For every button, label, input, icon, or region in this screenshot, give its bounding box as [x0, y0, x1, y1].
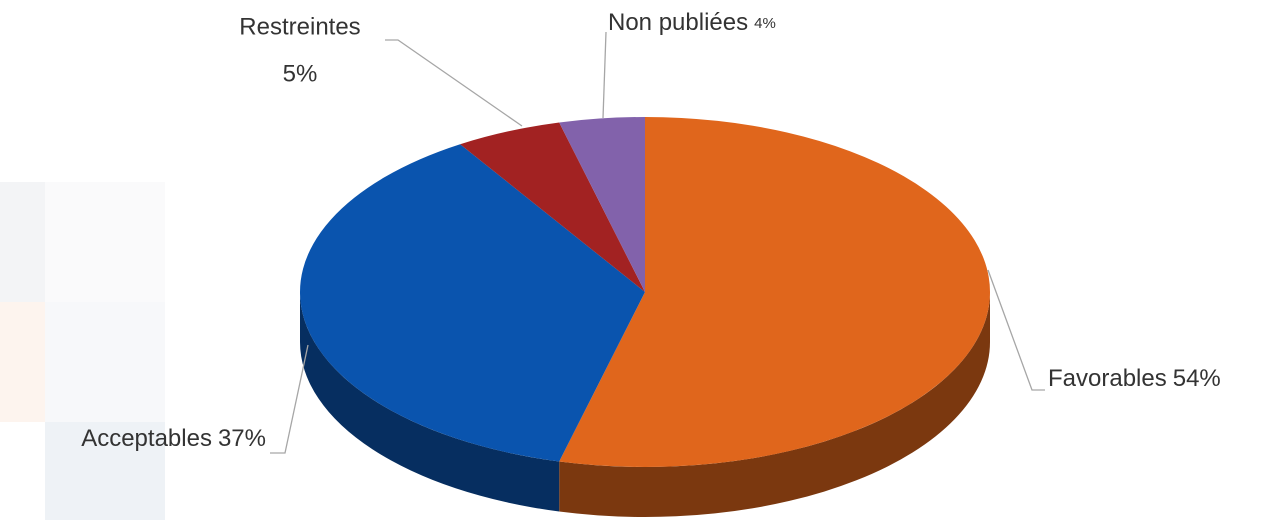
label-value: 4% [754, 15, 776, 32]
leader-line [602, 31, 607, 119]
slice-side [559, 292, 990, 517]
background-tiles [0, 182, 165, 520]
tile [45, 422, 165, 520]
label: Acceptables 37% [81, 425, 266, 452]
label: Non publiées 4% [608, 9, 776, 36]
slice [559, 117, 990, 467]
label-name: Restreintes [239, 13, 360, 40]
label-value: 5% [283, 60, 318, 87]
data-label: Restreintes 5% [239, 13, 360, 87]
slice [300, 144, 645, 462]
tile [0, 182, 45, 302]
label-name: Favorables [1048, 365, 1167, 392]
slice [559, 117, 645, 292]
label-name: Acceptables [81, 425, 212, 452]
label-value: 54% [1173, 365, 1221, 392]
data-label: Non publiées 4% [608, 9, 776, 36]
slice-side [300, 292, 560, 512]
leader-line [385, 39, 523, 127]
tile [0, 302, 45, 422]
tile [45, 182, 165, 302]
leader-line [270, 344, 309, 454]
slice [460, 122, 645, 292]
label-name: Non publiées [608, 9, 748, 36]
data-label: Acceptables 37% [81, 425, 266, 452]
label: Favorables 54% [1048, 365, 1221, 392]
data-label: Favorables 54% [1048, 365, 1221, 392]
leader-line [987, 269, 1045, 391]
tile [45, 302, 165, 422]
label-value: 37% [218, 425, 266, 452]
